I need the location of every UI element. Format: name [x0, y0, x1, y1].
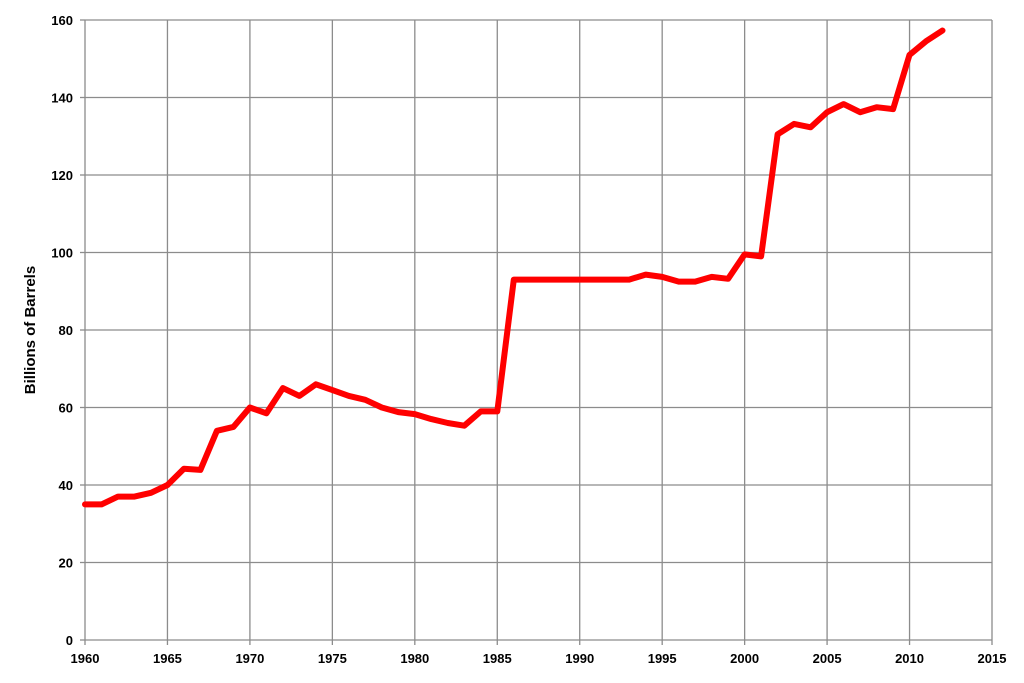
series-layer [82, 27, 946, 508]
x-tick-label: 1960 [71, 651, 100, 666]
x-tick-label: 2010 [895, 651, 924, 666]
x-tick-label: 1970 [235, 651, 264, 666]
y-axis-ticks: 0 20 40 60 80 100 120 140 160 [51, 13, 85, 648]
y-tick-label: 100 [51, 246, 73, 261]
x-tick-label: 1975 [318, 651, 347, 666]
y-tick-label: 160 [51, 13, 73, 28]
grid [84, 19, 993, 641]
x-tick-label: 1990 [565, 651, 594, 666]
y-axis-title: Billions of Barrels [22, 266, 39, 394]
x-tick-label: 2015 [978, 651, 1007, 666]
series-line [82, 27, 946, 508]
y-tick-label: 140 [51, 91, 73, 106]
x-tick-label: 1965 [153, 651, 182, 666]
y-tick-label: 80 [59, 323, 73, 338]
x-tick-label: 1985 [483, 651, 512, 666]
x-tick-label: 2005 [813, 651, 842, 666]
y-tick-label: 20 [59, 556, 73, 571]
y-tick-label: 60 [59, 401, 73, 416]
x-tick-label: 1980 [400, 651, 429, 666]
y-tick-label: 0 [66, 633, 73, 648]
y-tick-label: 40 [59, 478, 73, 493]
y-tick-label: 120 [51, 168, 73, 183]
x-tick-label: 2000 [730, 651, 759, 666]
x-tick-label: 1995 [648, 651, 677, 666]
x-axis-ticks: 1960 1965 1970 1975 1980 1985 1990 1995 2000 2005… [71, 640, 1007, 666]
